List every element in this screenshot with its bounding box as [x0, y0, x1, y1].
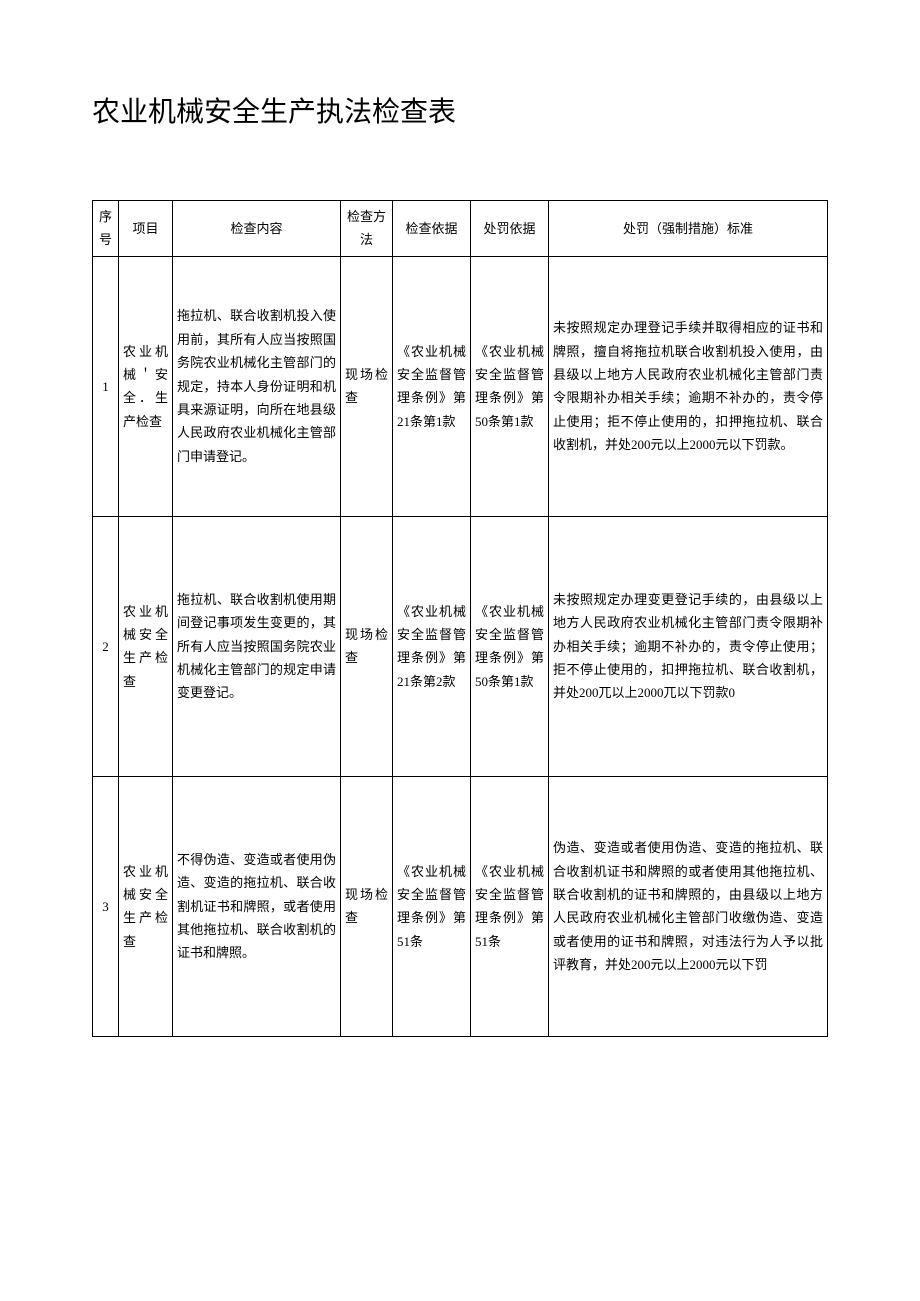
cell-basis: 《农业机械安全监督管理条例》第21条第1款: [393, 256, 471, 516]
cell-penalty: 《农业机械安全监督管理条例》第51条: [471, 776, 549, 1036]
table-row: 1 农业机械＇安全．生产检查 拖拉机、联合收割机投入使用前，其所有人应当按照国务…: [93, 256, 828, 516]
table-row: 2 农业机械安全生产检查 拖拉机、联合收割机使用期间登记事项发生变更的，其所有人…: [93, 516, 828, 776]
cell-seq: 3: [93, 776, 119, 1036]
cell-seq: 2: [93, 516, 119, 776]
col-header-basis: 检查依据: [393, 201, 471, 257]
col-header-standard: 处罚（强制措施）标准: [549, 201, 828, 257]
cell-project: 农业机械安全生产检查: [119, 776, 173, 1036]
cell-method: 现场检查: [341, 776, 393, 1036]
page-title: 农业机械安全生产执法检查表: [92, 90, 828, 130]
cell-basis: 《农业机械安全监督管理条例》第51条: [393, 776, 471, 1036]
cell-seq: 1: [93, 256, 119, 516]
cell-method: 现场检查: [341, 516, 393, 776]
cell-basis: 《农业机械安全监督管理条例》第21条第2款: [393, 516, 471, 776]
col-header-penalty: 处罚依据: [471, 201, 549, 257]
cell-standard: 未按照规定办理变更登记手续的，由县级以上地方人民政府农业机械化主管部门责令限期补…: [549, 516, 828, 776]
col-header-content: 检查内容: [173, 201, 341, 257]
table-header-row: 序号 项目 检查内容 检查方法 检查依据 处罚依据 处罚（强制措施）标准: [93, 201, 828, 257]
col-header-method: 检查方法: [341, 201, 393, 257]
table-row: 3 农业机械安全生产检查 不得伪造、变造或者使用伪造、变造的拖拉机、联合收割机证…: [93, 776, 828, 1036]
col-header-seq: 序号: [93, 201, 119, 257]
cell-method: 现场检查: [341, 256, 393, 516]
col-header-project: 项目: [119, 201, 173, 257]
cell-standard: 伪造、变造或者使用伪造、变造的拖拉机、联合收割机证书和牌照的或者使用其他拖拉机、…: [549, 776, 828, 1036]
cell-content: 不得伪造、变造或者使用伪造、变造的拖拉机、联合收割机证书和牌照，或者使用其他拖拉…: [173, 776, 341, 1036]
cell-content: 拖拉机、联合收割机投入使用前，其所有人应当按照国务院农业机械化主管部门的规定，持…: [173, 256, 341, 516]
cell-penalty: 《农业机械安全监督管理条例》第50条第1款: [471, 256, 549, 516]
inspection-table: 序号 项目 检查内容 检查方法 检查依据 处罚依据 处罚（强制措施）标准 1 农…: [92, 200, 828, 1037]
cell-project: 农业机械安全生产检查: [119, 516, 173, 776]
cell-content: 拖拉机、联合收割机使用期间登记事项发生变更的，其所有人应当按照国务院农业机械化主…: [173, 516, 341, 776]
cell-penalty: 《农业机械安全监督管理条例》第50条第1款: [471, 516, 549, 776]
cell-project: 农业机械＇安全．生产检查: [119, 256, 173, 516]
cell-standard: 未按照规定办理登记手续并取得相应的证书和牌照，擅自将拖拉机联合收割机投入使用，由…: [549, 256, 828, 516]
